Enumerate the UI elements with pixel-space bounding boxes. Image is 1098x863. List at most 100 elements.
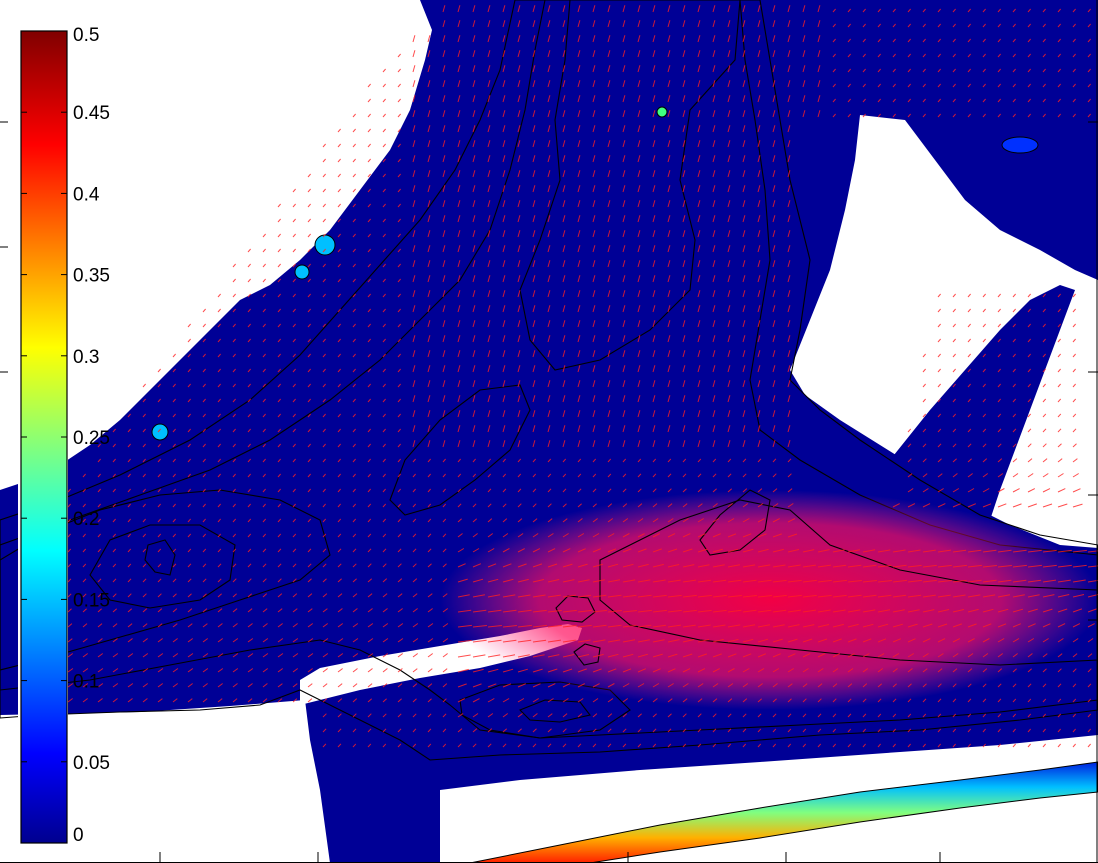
velocity-vector <box>607 458 612 463</box>
velocity-vector <box>97 488 101 493</box>
contour-level-0.25 <box>144 539 176 576</box>
velocity-vector <box>307 368 311 373</box>
velocity-vector <box>592 440 596 448</box>
velocity-vector <box>517 410 521 418</box>
velocity-vector <box>607 440 611 448</box>
velocity-vector <box>442 50 446 58</box>
velocity-vector <box>1042 353 1046 358</box>
velocity-vector <box>352 443 356 448</box>
velocity-vector <box>277 638 284 643</box>
velocity-vector <box>502 215 506 223</box>
velocity-vector <box>922 53 926 58</box>
velocity-vector <box>382 563 387 568</box>
velocity-vector <box>1072 698 1077 703</box>
velocity-vector <box>847 698 852 703</box>
velocity-vector <box>787 728 792 733</box>
velocity-vector <box>667 668 676 673</box>
velocity-vector <box>352 323 356 328</box>
velocity-vector <box>622 95 626 103</box>
velocity-vector <box>832 53 836 58</box>
velocity-vector <box>202 458 206 463</box>
velocity-vector <box>472 35 476 43</box>
velocity-vector <box>472 305 476 313</box>
velocity-vector <box>937 713 942 718</box>
velocity-vector <box>877 53 881 58</box>
velocity-vector <box>412 350 416 358</box>
velocity-vector <box>502 578 514 583</box>
velocity-vector <box>397 593 403 598</box>
velocity-vector <box>847 549 860 553</box>
velocity-vector <box>562 5 566 13</box>
velocity-vector <box>1012 293 1016 298</box>
velocity-vector <box>382 713 387 718</box>
velocity-vector <box>1042 594 1055 598</box>
velocity-vector <box>457 743 462 748</box>
velocity-vector <box>352 728 357 733</box>
velocity-vector <box>607 713 613 718</box>
velocity-vector <box>517 200 521 208</box>
velocity-vector <box>727 488 733 493</box>
velocity-vector <box>277 458 281 463</box>
velocity-vector <box>397 203 401 208</box>
velocity-vector <box>727 200 731 208</box>
velocity-vector <box>727 548 739 553</box>
velocity-vector <box>487 125 491 133</box>
velocity-vector <box>322 428 326 433</box>
velocity-vector <box>712 95 716 103</box>
velocity-vector <box>487 533 493 538</box>
velocity-vector <box>397 173 401 178</box>
velocity-vector <box>142 683 148 688</box>
velocity-vector <box>397 623 404 628</box>
velocity-vector <box>622 170 626 178</box>
velocity-vector <box>742 350 746 358</box>
velocity-vector <box>502 440 506 448</box>
velocity-vector <box>412 698 417 703</box>
velocity-vector <box>757 609 772 613</box>
velocity-vector <box>637 185 641 193</box>
velocity-vector <box>82 653 88 658</box>
velocity-vector <box>307 518 312 523</box>
velocity-vector <box>847 594 862 598</box>
velocity-vector <box>817 728 822 733</box>
velocity-vector <box>262 638 269 643</box>
velocity-vector <box>622 473 627 478</box>
velocity-vector <box>322 593 328 598</box>
velocity-vector <box>277 473 281 478</box>
velocity-vector <box>232 458 236 463</box>
velocity-vector <box>877 564 892 568</box>
velocity-vector <box>1087 579 1098 583</box>
velocity-vector <box>367 98 371 103</box>
velocity-vector <box>952 698 957 703</box>
velocity-vector <box>607 170 611 178</box>
velocity-vector <box>157 668 164 673</box>
velocity-vector <box>1042 549 1057 553</box>
velocity-vector <box>832 728 837 733</box>
velocity-vector <box>922 653 929 658</box>
velocity-vector <box>517 713 523 718</box>
velocity-vector <box>1087 83 1091 88</box>
velocity-vector <box>757 683 763 688</box>
velocity-vector <box>652 50 656 58</box>
velocity-vector <box>712 110 716 118</box>
velocity-vector <box>652 290 656 298</box>
velocity-vector <box>577 80 581 88</box>
velocity-vector <box>472 609 487 613</box>
velocity-vector <box>982 398 986 403</box>
velocity-vector <box>667 579 681 583</box>
velocity-vector <box>652 275 656 283</box>
velocity-vector <box>712 579 727 583</box>
velocity-vector <box>307 218 311 223</box>
velocity-vector <box>112 458 116 463</box>
velocity-vector <box>772 140 776 148</box>
velocity-vector <box>772 215 776 223</box>
velocity-vector <box>472 503 477 508</box>
velocity-vector <box>997 368 1001 373</box>
velocity-vector <box>487 625 502 628</box>
velocity-vector <box>397 578 403 583</box>
velocity-vector <box>397 353 401 358</box>
velocity-vector <box>607 743 612 748</box>
velocity-vector <box>442 698 447 703</box>
velocity-vector <box>772 638 783 643</box>
velocity-vector <box>487 440 491 448</box>
velocity-vector <box>247 443 251 448</box>
